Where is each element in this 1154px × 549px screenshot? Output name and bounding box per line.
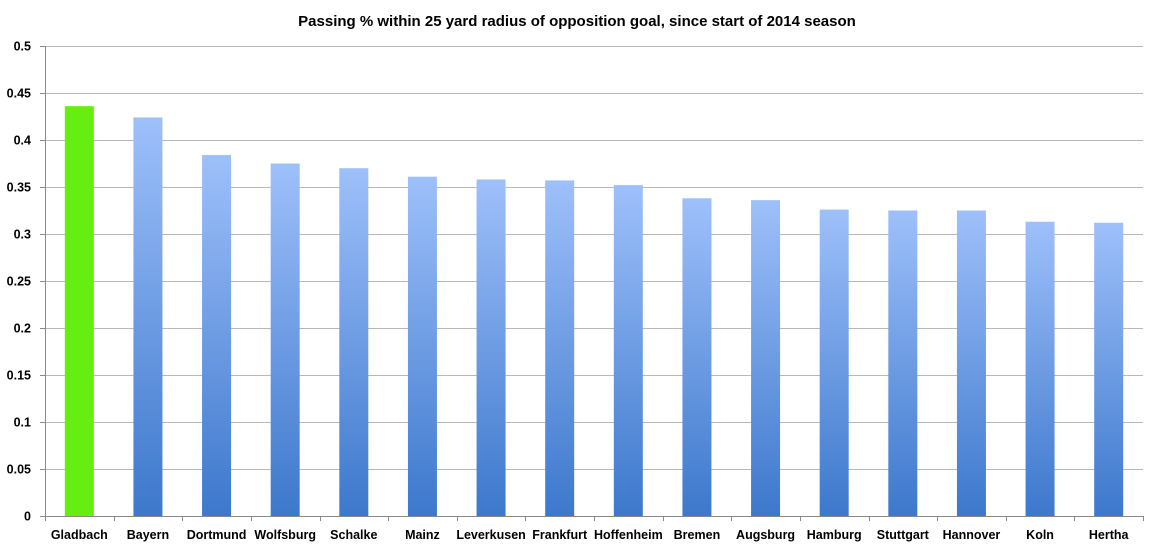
y-tick-label: 0.5 xyxy=(14,40,31,54)
axes xyxy=(40,46,1144,521)
chart-title: Passing % within 25 yard radius of oppos… xyxy=(298,13,856,30)
x-tick-label: Wolfsburg xyxy=(254,528,316,542)
x-tick-label: Koln xyxy=(1026,528,1054,542)
x-tick-label: Leverkusen xyxy=(456,528,525,542)
y-tick-label: 0.45 xyxy=(7,87,31,101)
x-axis-labels: Gladbach Bayern Dortmund Wolfsburg Schalke Ma… xyxy=(51,528,1130,542)
x-tick-label: Mainz xyxy=(405,528,440,542)
bar-leverkusen xyxy=(476,179,506,517)
bar-bayern xyxy=(133,117,163,516)
bar-hamburg xyxy=(819,209,849,516)
x-tick-label: Hertha xyxy=(1089,528,1130,542)
bar-gladbach xyxy=(64,106,94,516)
x-tick-label: Stuttgart xyxy=(877,528,930,542)
x-tick-label: Augsburg xyxy=(736,528,795,542)
bar-hoffenheim xyxy=(613,185,643,516)
y-axis-ticks: 0 0.05 0.1 0.15 0.2 0.25 0.3 0.35 0.4 0.45 0.5 xyxy=(7,40,31,524)
y-tick-label: 0.1 xyxy=(14,416,31,430)
y-tick-label: 0.35 xyxy=(7,181,31,195)
x-tick-label: Hannover xyxy=(943,528,1001,542)
x-tick-label: Schalke xyxy=(330,528,377,542)
bar-hertha xyxy=(1094,222,1124,516)
bar-frankfurt xyxy=(545,180,575,517)
bar-hannover xyxy=(956,210,986,516)
bar-wolfsburg xyxy=(270,163,300,516)
x-tick-label: Hoffenheim xyxy=(594,528,663,542)
y-tick-label: 0.3 xyxy=(14,228,31,242)
y-tick-label: 0.15 xyxy=(7,369,31,383)
bar-schalke xyxy=(339,168,369,516)
x-tick-label: Gladbach xyxy=(51,528,108,542)
y-tick-label: 0.4 xyxy=(14,134,31,148)
y-tick-label: 0 xyxy=(24,510,31,524)
x-tick-label: Dortmund xyxy=(187,528,247,542)
x-tick-label: Frankfurt xyxy=(532,528,588,542)
bar-dortmund xyxy=(202,155,232,517)
y-tick-label: 0.2 xyxy=(14,322,31,336)
bar-bremen xyxy=(682,198,712,516)
bar-stuttgart xyxy=(888,210,918,516)
x-tick-label: Bayern xyxy=(127,528,169,542)
bar-augsburg xyxy=(751,200,781,516)
x-tick-label: Bremen xyxy=(674,528,721,542)
y-tick-label: 0.25 xyxy=(7,275,31,289)
y-tick-label: 0.05 xyxy=(7,463,31,477)
bar-mainz xyxy=(407,176,437,516)
bar-koln xyxy=(1025,221,1055,516)
x-tick-label: Hamburg xyxy=(807,528,862,542)
bars xyxy=(64,106,1124,517)
